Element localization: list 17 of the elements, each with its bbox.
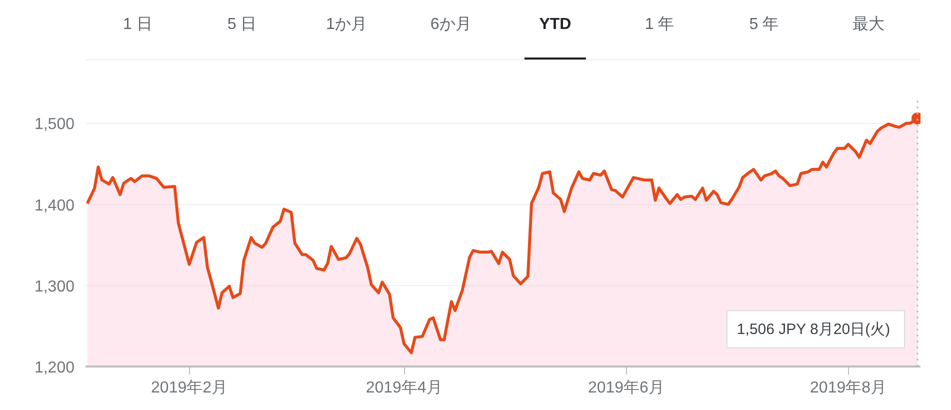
annotation: 1,506 JPY 8月20日(火) (736, 320, 890, 338)
text: 6か月 (430, 16, 472, 33)
text: 最大 (852, 15, 884, 33)
text: 1か月 (326, 16, 367, 33)
x-tick-label: 2019年8月 (810, 380, 887, 396)
text: 1 年 (644, 16, 674, 33)
text: 5 日 (227, 16, 257, 33)
x-tick-label: 2019年6月 (588, 380, 664, 396)
text: 5 年 (749, 16, 779, 33)
x-tick-label: 2019年2月 (151, 380, 228, 396)
y-tick-label: 1,300 (34, 278, 75, 296)
text: 1 日 (123, 16, 152, 33)
y-tick-label: 1,400 (34, 197, 75, 214)
y-tick-label: 1,500 (34, 116, 75, 134)
x-tick-label: 2019年4月 (366, 380, 442, 396)
y-tick-label: 1,200 (34, 360, 75, 376)
text: YTD (539, 16, 572, 33)
